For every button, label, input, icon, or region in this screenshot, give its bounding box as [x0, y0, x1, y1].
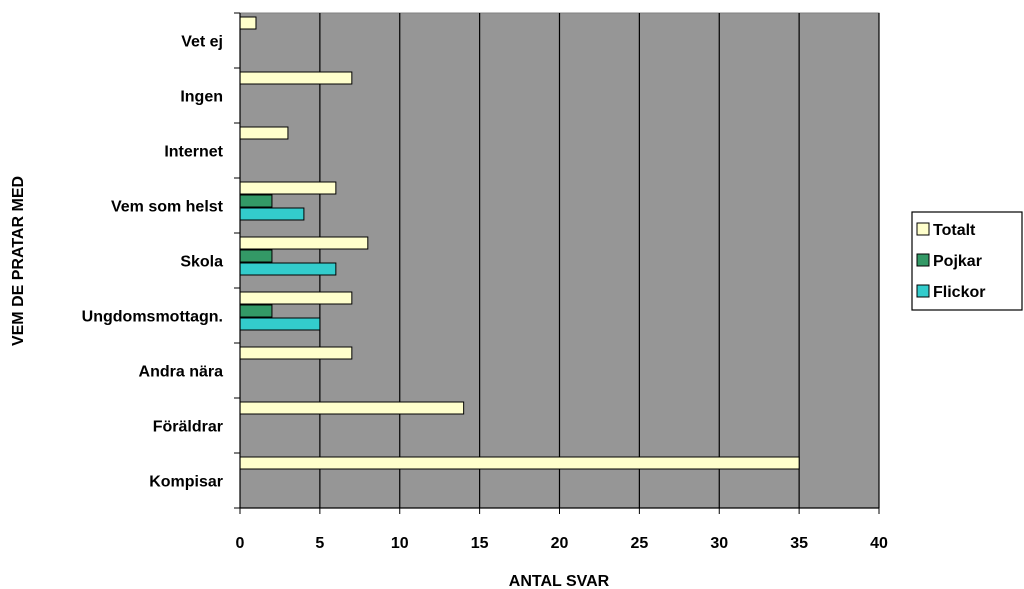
bar-totalt-4 — [239, 181, 337, 195]
legend-box — [911, 211, 1023, 311]
category-label: Vet ej — [181, 34, 223, 51]
x-tick-label: 40 — [870, 535, 888, 552]
x-tick-label: 25 — [630, 535, 648, 552]
gridlines — [319, 13, 880, 508]
x-tick-label: 30 — [710, 535, 728, 552]
legend: Totalt Pojkar Flickor — [911, 211, 1023, 311]
x-tick-label: 10 — [391, 535, 409, 552]
x-axis-title: ANTAL SVAR — [509, 573, 610, 589]
legend-label-totalt: Totalt — [933, 222, 976, 239]
x-tick-labels: 0 5 10 15 20 25 30 35 40 — [236, 535, 888, 552]
bar-flickor-6 — [239, 317, 321, 331]
category-label: Kompisar — [149, 474, 223, 491]
x-tick-label: 5 — [315, 535, 324, 552]
bar-totalt-9 — [239, 456, 800, 470]
bar-totalt-8 — [239, 401, 465, 415]
x-tick-label: 20 — [551, 535, 569, 552]
bar-totalt-6 — [239, 291, 353, 305]
legend-swatch-totalt — [916, 222, 930, 236]
category-labels: Vet ej Ingen Internet Vem som helst Skola Ung… — [82, 34, 224, 491]
category-label: Vem som helst — [111, 199, 224, 216]
category-label: Ungdomsmottagn. — [82, 309, 223, 326]
bars — [239, 16, 800, 470]
bar-totalt-3 — [239, 126, 289, 140]
category-label: Ingen — [180, 89, 223, 106]
y-axis-title: VEM DE PRATAR MED — [10, 176, 27, 346]
legend-swatch-pojkar — [916, 253, 930, 267]
axes — [234, 12, 880, 514]
bar-flickor-4 — [239, 207, 305, 221]
legend-label-flickor: Flickor — [933, 284, 985, 301]
legend-label-pojkar: Pojkar — [933, 253, 982, 270]
bar-pojkar-4 — [239, 194, 273, 208]
category-label: Skola — [180, 254, 223, 271]
bar-totalt-1 — [239, 16, 257, 30]
x-tick-label: 0 — [236, 535, 245, 552]
bar-totalt-2 — [239, 71, 353, 85]
category-label: Föräldrar — [153, 419, 223, 436]
bar-pojkar-5 — [239, 249, 273, 263]
x-tick-label: 35 — [790, 535, 808, 552]
bar-flickor-5 — [239, 262, 337, 276]
legend-swatch-flickor — [916, 284, 930, 298]
bar-totalt-5 — [239, 236, 369, 250]
category-label: Internet — [164, 144, 223, 161]
bar-pojkar-6 — [239, 304, 273, 318]
x-tick-label: 15 — [471, 535, 489, 552]
category-label: Andra nära — [139, 364, 224, 381]
bar-totalt-7 — [239, 346, 353, 360]
